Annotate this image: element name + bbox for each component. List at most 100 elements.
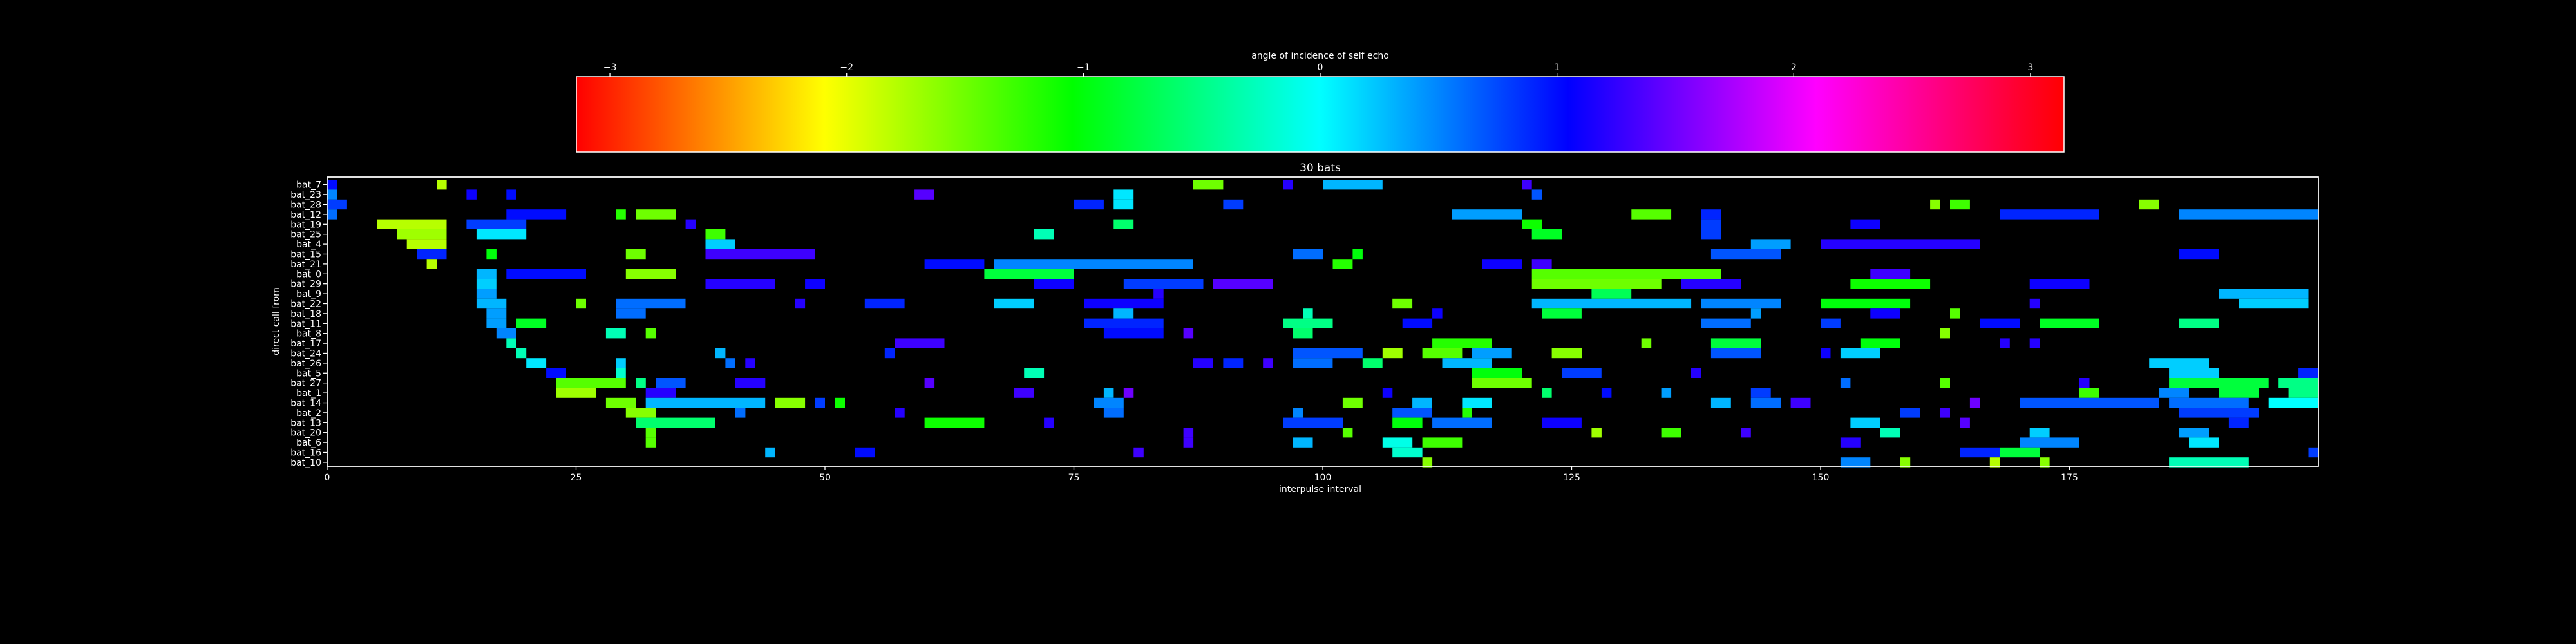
heatmap-cell [1074,199,1104,210]
heatmap-cell [2139,199,2159,210]
heatmap-cell [984,269,1074,279]
heatmap-cell [486,249,497,260]
y-tick-label: bat_2 [296,408,321,419]
heatmap-cell [616,298,686,309]
heatmap-cell [914,189,934,200]
heatmap-cell [1103,408,1124,418]
heatmap-cell [2149,358,2209,368]
heatmap-cell [884,348,895,359]
heatmap-cell [1123,388,1134,398]
heatmap-cell [406,239,447,249]
heatmap-cell [1113,189,1134,200]
heatmap-cell [1850,279,1931,289]
y-tick-label: bat_25 [290,230,321,240]
heatmap-cell [1392,408,1432,418]
heatmap-cell [1522,180,1532,190]
heatmap-cell [1542,388,1552,398]
heatmap-cell [1382,437,1413,448]
heatmap-cell [636,378,646,388]
heatmap-cell [895,338,945,348]
heatmap-cell [735,378,766,388]
y-tick-label: bat_4 [296,240,321,250]
heatmap-cell [1293,437,1313,448]
heatmap-cell [1113,308,1134,319]
heatmap-cell [476,229,527,240]
heatmap-cell [2040,318,2099,328]
heatmap-cell [1472,348,1512,359]
heatmap-cell [735,408,746,418]
heatmap-cell [1880,428,1900,438]
heatmap-cell [1750,308,1761,319]
heatmap-cell [2169,378,2269,388]
heatmap-cell [2228,417,2249,428]
heatmap-cell [1531,259,1552,269]
colorbar-tick-label: 0 [1318,62,1323,73]
heatmap-cell [1014,388,1034,398]
heatmap-cell [1432,338,1492,348]
heatmap-cell [1701,209,1721,220]
heatmap-cell [1821,318,1841,328]
heatmap-cell [1183,437,1194,448]
colorbar-tick-label: 2 [1791,62,1797,73]
heatmap-cell [516,348,527,359]
heatmap-cell [994,298,1034,309]
y-tick-label: bat_8 [296,329,321,339]
heatmap-cell [1940,408,1950,418]
heatmap-cell [1641,338,1652,348]
heatmap-cell [1750,239,1791,249]
x-tick-label: 75 [1068,473,1080,483]
heatmap-cell [725,358,735,368]
heatmap-cell [1900,408,1920,418]
heatmap-cell [1034,279,1074,289]
heatmap-cell [1531,269,1721,279]
heatmap-cell [1293,328,1313,339]
x-tick-label: 100 [1314,473,1332,483]
heatmap-cell [765,447,775,458]
heatmap-cell [994,259,1193,269]
y-tick-label: bat_23 [290,190,321,200]
heatmap-cell [556,388,596,398]
heatmap-cell [1969,397,1980,408]
heatmap-cell [645,388,676,398]
heatmap-cell [1482,259,1522,269]
heatmap-cell [2179,428,2209,438]
heatmap-cells [327,180,2318,468]
y-axis-ticks: bat_7bat_23bat_28bat_12bat_19bat_25bat_4… [290,180,327,468]
heatmap-cell [1661,428,1681,438]
heatmap-cell [625,249,646,260]
heatmap-cell [1821,348,1831,359]
heatmap-cell [645,437,656,448]
heatmap-cell [2000,209,2099,220]
heatmap-cell [1750,388,1771,398]
heatmap-cell [1710,397,1731,408]
heatmap-cell [486,308,507,319]
heatmap-cell [1870,308,1900,319]
heatmap-cell [1531,279,1662,289]
heatmap-cell [2000,338,2010,348]
heatmap-cell [1303,308,1313,319]
heatmap-cell [1741,428,1751,438]
y-tick-label: bat_13 [290,418,321,428]
heatmap-cell [1113,219,1134,229]
heatmap-cell [2189,437,2219,448]
heatmap-cell [1123,279,1204,289]
y-tick-label: bat_26 [290,359,321,369]
heatmap-cell [1044,417,1054,428]
heatmap-cell [1084,298,1164,309]
heatmap-cell [327,199,347,210]
heatmap-cell [1691,368,1701,378]
heatmap-cell [397,229,447,240]
heatmap-cell [2219,289,2309,299]
heatmap-cell [476,279,497,289]
y-tick-label: bat_17 [290,339,321,349]
colorbar: angle of incidence of self echo −3 −2 −1 0 1… [576,51,2065,153]
heatmap-cell [1452,209,1522,220]
heatmap-cell [1710,338,1761,348]
heatmap-cell [2179,318,2219,328]
heatmap-cell [1531,229,1562,240]
heatmap-cell [805,279,825,289]
heatmap-cell [476,298,507,309]
heatmap-cell [2169,368,2219,378]
heatmap-cell [1283,180,1293,190]
